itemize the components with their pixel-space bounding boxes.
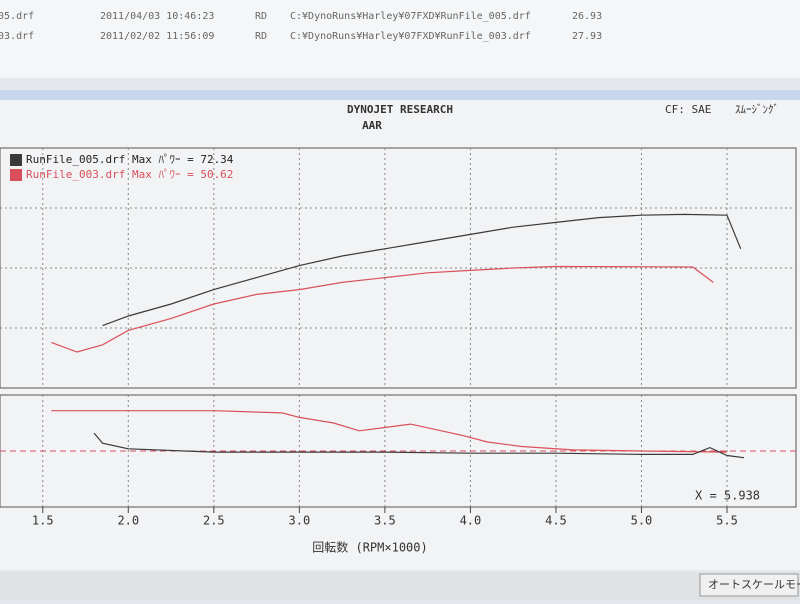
x-tick-label: 3.0: [289, 514, 311, 528]
file-cell: C:¥DynoRuns¥Harley¥07FXD¥RunFile_005.drf: [290, 11, 531, 22]
legend-swatch: [10, 169, 22, 181]
file-list-bg: [0, 0, 800, 78]
annotation: X = 5.938: [695, 489, 760, 503]
status-box: [699, 573, 799, 597]
chart-bg: [0, 100, 800, 570]
x-tick-label: 5.5: [716, 514, 738, 528]
x-axis-label: 回転数 (RPM×1000): [312, 540, 427, 555]
file-cell: 2011/02/02 11:56:09: [100, 31, 214, 42]
file-cell: RD: [255, 31, 267, 42]
file-cell: 2011/04/03 10:46:23: [100, 11, 214, 22]
x-tick-label: 2.5: [203, 514, 225, 528]
splitter: [0, 90, 800, 100]
cf: CF: SAE: [665, 103, 711, 116]
status-text: オートスケールモード: [708, 578, 800, 591]
x-tick-label: 4.5: [545, 514, 567, 528]
file-cell: RD: [255, 11, 267, 22]
series-line: [51, 410, 728, 453]
smoothing: ｽﾑｰｼﾞﾝｸﾞ: [735, 103, 779, 116]
header-title: DYNOJET RESEARCH: [347, 103, 453, 116]
file-cell: 003.drf: [0, 31, 34, 42]
file-cell: 26.93: [572, 11, 602, 22]
legend-label: RunFile_003.drf Max ﾊﾟﾜｰ = 50.62: [26, 168, 233, 181]
x-tick-label: 1.5: [32, 514, 54, 528]
x-tick-label: 2.0: [117, 514, 139, 528]
file-cell: 005.drf: [0, 11, 34, 22]
series-line: [93, 432, 745, 459]
file-cell: C:¥DynoRuns¥Harley¥07FXD¥RunFile_003.drf: [290, 31, 531, 42]
x-tick-label: 4.0: [460, 514, 482, 528]
legend-swatch: [10, 154, 22, 166]
file-cell: 27.93: [572, 31, 602, 42]
series-line: [51, 265, 714, 353]
series-line: [102, 213, 742, 327]
status-bar: [0, 572, 800, 600]
x-tick-label: 5.0: [631, 514, 653, 528]
header-subtitle: AAR: [362, 119, 382, 132]
legend-label: RunFile_005.drf Max ﾊﾟﾜｰ = 72.34: [26, 153, 234, 166]
x-tick-label: 3.5: [374, 514, 396, 528]
